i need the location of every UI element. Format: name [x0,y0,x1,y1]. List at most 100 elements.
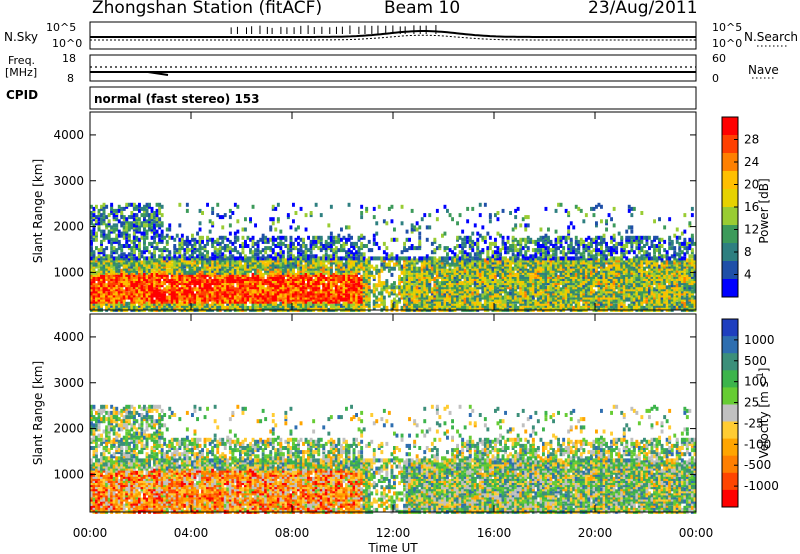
power-echo-cell [173,277,177,281]
power-echo-cell [519,301,523,306]
power-echo-cell [115,301,119,306]
power-echo-cell [276,268,280,273]
power-echo-cell [405,262,409,267]
power-echo-cell [534,239,538,244]
power-echo-cell [501,268,505,273]
power-echo-cell [148,277,151,281]
power-echo-cell [135,256,139,261]
power-echo-cell [319,272,323,277]
power-echo-cell [206,256,209,261]
power-echo-cell [345,293,348,298]
power-echo-cell [423,281,427,286]
power-echo-cell [223,283,227,288]
power-echo-cell [488,283,492,288]
power-echo-cell [531,262,535,267]
power-echo-cell [100,289,103,294]
power-echo-cell [327,272,331,277]
power-echo-cell [423,277,427,281]
power-echo-cell [100,285,103,290]
power-echo-cell [153,266,156,271]
power-echo-cell [158,239,162,244]
power-echo-cell [110,206,114,211]
power-echo-cell [130,266,134,271]
power-echo-cell [317,235,321,240]
power-echo-cell [90,215,93,220]
power-echo-cell [102,299,106,304]
power-echo-cell [173,272,177,277]
power-echo-cell [501,262,505,267]
power-echo-cell [375,264,379,269]
power-echo-cell [352,289,356,294]
power-echo-cell [105,291,109,296]
power-echo-cell [239,293,242,298]
power-echo-cell [117,233,121,238]
power-echo-cell [448,293,452,298]
power-echo-cell [279,295,283,300]
power-echo-cell [473,277,477,281]
power-echo-cell [488,279,492,284]
power-echo-cell [249,266,252,271]
power-echo-cell [178,250,182,255]
power-echo-cell [143,213,146,218]
power-echo-cell [130,295,134,300]
power-echo-cell [163,235,167,240]
power-echo-cell [319,268,323,273]
power-echo-cell [529,260,533,265]
power-echo-cell [395,237,399,242]
power-echo-cell [516,268,520,273]
power-echo-cell [347,248,351,253]
power-echo-cell [362,295,366,300]
power-echo-cell [398,266,401,271]
power-echo-cell [544,285,548,290]
power-echo-cell [423,266,427,271]
power-echo-cell [241,301,245,306]
power-echo-cell [329,289,333,294]
power-echo-cell [526,262,530,267]
power-echo-cell [309,268,313,273]
power-echo-cell [506,239,510,244]
power-echo-cell [231,256,235,261]
power-echo-cell [418,268,422,273]
power-echo-cell [249,256,252,261]
power-echo-cell [153,293,156,298]
power-echo-cell [302,244,305,248]
power-echo-cell [107,283,111,288]
power-echo-cell [438,285,442,290]
power-echo-cell [451,301,454,306]
power-echo-cell [458,250,462,255]
power-echo-cell [223,246,227,251]
power-echo-cell [430,272,434,277]
power-echo-cell [292,219,295,224]
power-echo-cell [347,299,351,304]
power-echo-cell [345,305,348,310]
power-echo-cell [251,289,255,294]
power-echo-cell [451,295,454,300]
power-echo-cell [398,297,401,302]
power-echo-cell [514,303,518,308]
power-echo-cell [269,289,273,294]
power-echo-cell [221,295,225,300]
power-echo-cell [241,295,245,300]
power-echo-cell [281,256,285,261]
nsky-tick-low: 10^0 [52,37,83,50]
power-echo-cell [105,293,109,298]
power-echo-cell [226,301,230,306]
power-echo-cell [170,299,174,304]
power-echo-cell [519,250,523,255]
power-echo-cell [254,248,257,253]
power-echo-cell [193,246,197,251]
power-echo-cell [420,301,424,306]
power-echo-cell [274,295,278,300]
power-echo-cell [173,301,177,306]
power-echo-cell [468,301,472,306]
power-echo-cell [299,295,303,300]
power-echo-cell [292,254,295,259]
station-title: Zhongshan Station (fitACF) [92,0,323,18]
power-echo-cell [266,293,270,298]
power-echo-cell [271,235,275,240]
power-echo-cell [153,239,156,244]
power-echo-cell [178,237,182,242]
power-echo-cell [400,204,404,209]
power-echo-cell [501,305,505,310]
power-echo-cell [286,305,290,310]
